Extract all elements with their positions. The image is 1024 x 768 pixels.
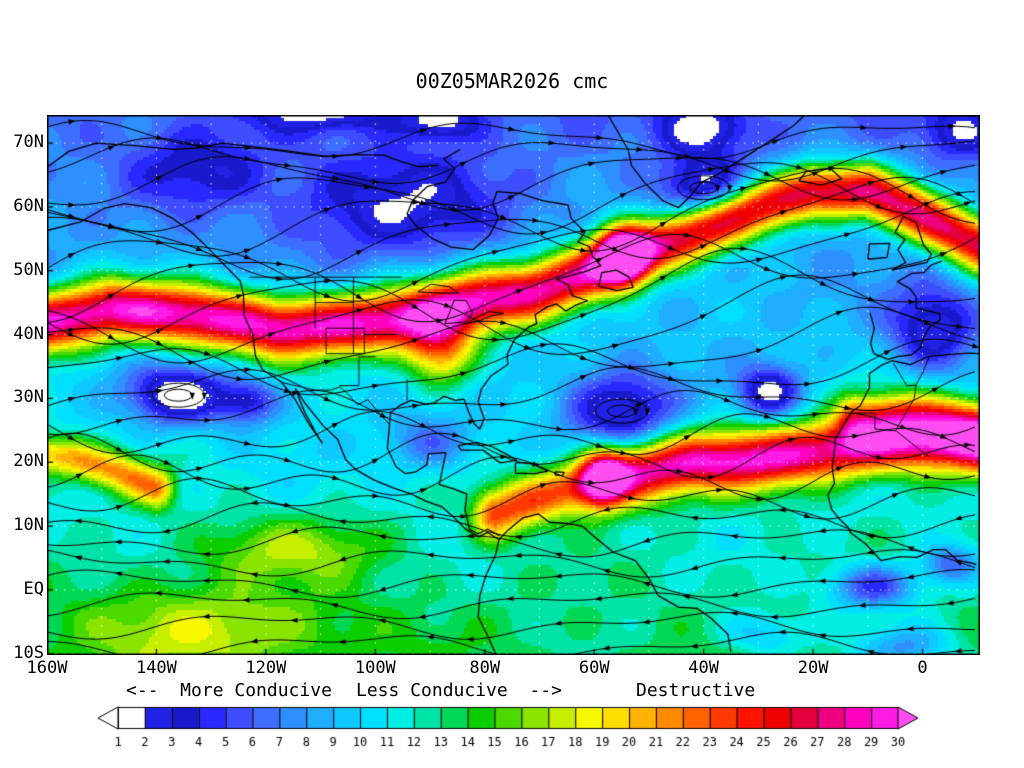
lat-label-10S: 10S [13, 642, 44, 663]
title-run-line: 00Z05MAR2026 cmc [415, 69, 609, 93]
lat-label-20N: 20N [13, 451, 44, 472]
lon-label-80W: 80W [469, 658, 501, 678]
lat-label-70N: 70N [13, 132, 44, 153]
legend-destructive: Destructive [636, 680, 756, 701]
lat-label-30N: 30N [13, 387, 44, 408]
legend-more-conducive: <-- More Conducive [126, 680, 332, 701]
lon-label-100W: 100W [354, 658, 396, 678]
lon-label-40W: 40W [688, 658, 720, 678]
legend-less-conducive: Less Conducive --> [356, 680, 562, 701]
lat-label-60N: 60N [13, 195, 44, 216]
lat-label-10N: 10N [13, 515, 44, 536]
lat-label-EQ: EQ [23, 578, 44, 599]
lon-label-140W: 140W [135, 658, 177, 678]
lat-label-40N: 40N [13, 323, 44, 344]
shear-map-canvas [47, 115, 980, 655]
colorbar-canvas [96, 705, 920, 751]
lon-label-120W: 120W [245, 658, 287, 678]
lat-label-50N: 50N [13, 259, 44, 280]
lon-label-0: 0 [917, 658, 928, 678]
lon-label-20W: 20W [797, 658, 829, 678]
lon-label-160W: 160W [26, 658, 68, 678]
lon-label-60W: 60W [578, 658, 610, 678]
